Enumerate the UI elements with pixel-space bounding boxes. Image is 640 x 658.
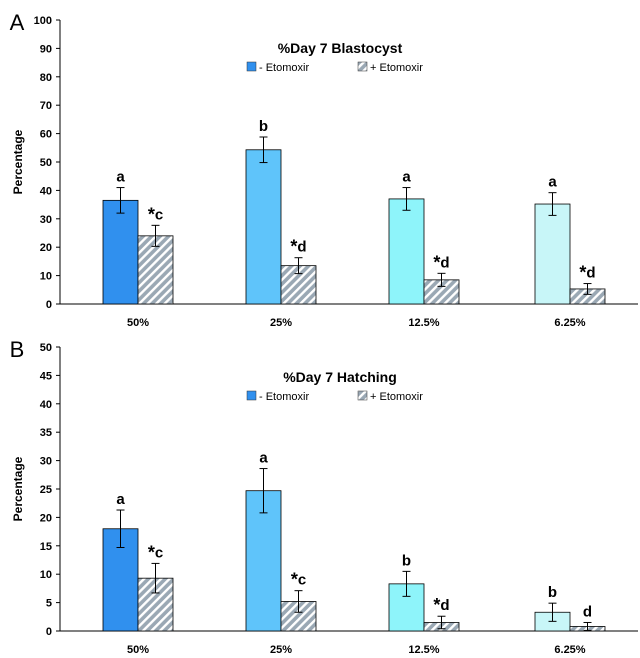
y-tick-label: 90 [40,43,52,55]
bar [245,490,282,632]
x-tick-label: 6.25% [554,644,585,653]
y-axis-label: Percentage [11,456,25,521]
data-label: *d [290,237,306,257]
data-label: b [259,118,268,135]
bar [388,198,425,305]
data-label: b [548,584,557,601]
y-tick-label: 0 [46,299,52,311]
legend-swatch [357,61,368,72]
data-label: b [402,552,411,569]
legend-label: + Etomoxir [370,62,423,74]
data-label: *c [291,570,306,590]
y-tick-label: 45 [40,370,52,382]
y-tick-label: 100 [34,15,52,27]
y-tick-label: 40 [40,399,52,411]
y-tick-label: 0 [46,626,52,638]
data-label: a [116,169,125,186]
data-label: *c [148,542,163,562]
data-label: *d [433,595,449,615]
panel-letter: A [10,10,25,35]
y-tick-label: 50 [40,342,52,354]
x-tick-label: 25% [270,644,292,653]
y-tick-label: 50 [40,157,52,169]
panel-letter: B [10,337,25,362]
legend-label: - Etomoxir [259,391,309,403]
data-label: *c [148,204,163,224]
bar [534,203,571,305]
y-tick-label: 25 [40,484,52,496]
y-tick-label: 20 [40,242,52,254]
x-tick-label: 6.25% [554,317,585,329]
y-tick-label: 20 [40,512,52,524]
legend-label: - Etomoxir [259,62,309,74]
y-tick-label: 5 [46,598,52,610]
x-tick-label: 12.5% [408,317,439,329]
bar [245,149,282,305]
legend-swatch [357,390,368,401]
chart-title: %Day 7 Blastocyst [278,40,403,56]
y-tick-label: 30 [40,456,52,468]
data-label: a [116,491,125,508]
y-tick-label: 70 [40,100,52,112]
y-tick-label: 10 [40,271,52,283]
legend: - Etomoxir + Etomoxir [246,390,423,403]
data-label: d [583,603,592,620]
legend: - Etomoxir + Etomoxir [246,61,423,74]
y-tick-label: 35 [40,427,52,439]
bar [102,199,139,305]
y-axis-label: Percentage [11,129,25,194]
data-label: a [402,169,411,186]
panel-b: B 0 5 10 15 20 25 30 35 40 45 50 Percentage %Day 7 Ha… [10,337,638,656]
y-tick-label: 15 [40,541,52,553]
legend-label: + Etomoxir [370,391,423,403]
panel-a: A 0 10 20 30 40 50 60 70 80 90 100 Percentage %Day 7 … [10,10,638,329]
x-tick-label: 12.5% [408,644,439,653]
y-tick-label: 60 [40,129,52,141]
x-tick-label: 25% [270,317,292,329]
x-tick-label: 50% [127,317,149,329]
y-tick-label: 30 [40,214,52,226]
y-tick-label: 10 [40,569,52,581]
y-tick-label: 80 [40,72,52,84]
data-label: *d [433,252,449,272]
legend-swatch [246,61,257,72]
legend-swatch [246,390,257,401]
y-tick-label: 40 [40,185,52,197]
x-tick-label: 50% [127,644,149,653]
data-label: *d [579,263,595,283]
data-label: a [259,450,268,467]
chart-title: %Day 7 Hatching [283,369,397,385]
data-label: a [548,174,557,191]
